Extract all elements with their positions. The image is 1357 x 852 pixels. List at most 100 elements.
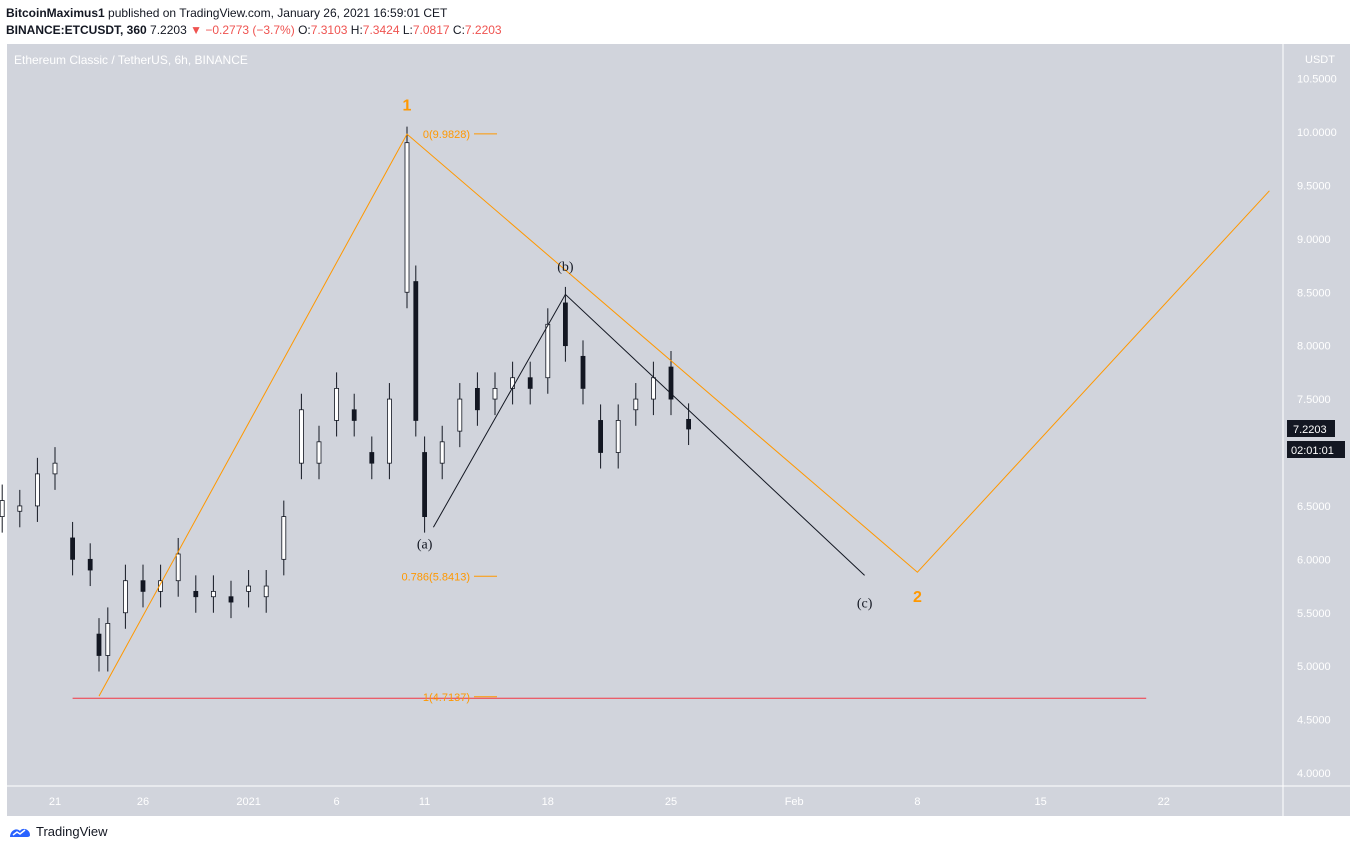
y-tick-label: 6.5000 <box>1297 501 1331 513</box>
open-value: 7.3103 <box>310 23 348 37</box>
candle-body <box>17 505 23 512</box>
x-tick-label: 26 <box>137 796 149 808</box>
candle-body <box>35 473 40 507</box>
high-label: H: <box>350 23 363 37</box>
y-tick-label: 6.0000 <box>1297 554 1331 566</box>
price-change: −0.2773 (−3.7%) <box>205 23 295 37</box>
author-name[interactable]: BitcoinMaximus1 <box>6 6 105 20</box>
candle-body <box>298 409 304 464</box>
candle-body <box>563 302 568 347</box>
countdown-text: 02:01:01 <box>1291 445 1334 457</box>
candle-body <box>281 516 287 560</box>
wave-label: (b) <box>557 260 574 275</box>
x-tick-label: 21 <box>49 796 61 808</box>
tradingview-logo-icon <box>10 828 30 837</box>
y-tick-labels: 10.5000 10.0000 9.5000 9.0000 8.5000 8.0000 7.… <box>1297 74 1337 780</box>
fib-level-label: 0.786(5.8413) <box>402 571 471 583</box>
wave-label: 1 <box>403 98 412 115</box>
x-tick-label: 18 <box>542 796 554 808</box>
wave-lines <box>72 133 1270 699</box>
x-tick-label: Feb <box>785 796 804 808</box>
y-tick-label: 5.5000 <box>1297 608 1331 620</box>
publish-info: BitcoinMaximus1 published on TradingView… <box>6 6 447 20</box>
candle-body <box>263 585 269 598</box>
plot-area[interactable] <box>7 44 1283 786</box>
low-value: 7.0817 <box>412 23 450 37</box>
candle-body <box>580 355 586 389</box>
candle-body <box>686 418 691 430</box>
y-tick-label: 10.5000 <box>1297 74 1337 86</box>
y-tick-label: 10.0000 <box>1297 127 1337 139</box>
time-axis[interactable] <box>7 786 1283 816</box>
y-tick-label: 9.0000 <box>1297 234 1331 246</box>
last-price-tag: 7.2203 <box>1287 420 1335 437</box>
annotations: 1 2 (a) (b) (c) 0(9.9828) 0.786(5.8413) 1(4.713… <box>402 98 922 704</box>
candle-body <box>316 441 322 464</box>
candle-body <box>633 398 639 411</box>
symbol-label: BINANCE:ETCUSDT, 360 <box>6 23 147 37</box>
price-axis-unit: USDT <box>1305 54 1335 66</box>
y-tick-label: 7.5000 <box>1297 394 1331 406</box>
candle-body <box>651 377 656 400</box>
candle-body <box>439 441 445 464</box>
price-value: 7.2203 <box>150 23 187 37</box>
y-tick-label: 9.5000 <box>1297 180 1331 192</box>
low-label: L: <box>402 23 413 37</box>
axis-corner <box>1283 786 1350 816</box>
candle-body <box>210 590 216 598</box>
x-tick-label: 11 <box>419 796 430 808</box>
candle-body <box>70 537 75 560</box>
candle-body <box>527 377 533 389</box>
orange-wave-path <box>98 133 1270 697</box>
y-tick-label: 5.0000 <box>1297 661 1331 673</box>
tradingview-footer[interactable]: TradingView <box>8 824 108 839</box>
candles <box>0 126 691 672</box>
countdown-tag: 02:01:01 <box>1287 441 1345 458</box>
candle-body <box>457 398 463 432</box>
x-tick-label: 8 <box>914 796 920 808</box>
candle-body <box>413 281 419 421</box>
candle-body <box>123 580 128 614</box>
x-tick-label: 6 <box>334 796 340 808</box>
wave-label: (a) <box>417 538 433 553</box>
down-arrow-icon: ▼ <box>190 23 202 37</box>
close-value: 7.2203 <box>464 23 502 37</box>
price-axis[interactable] <box>1283 44 1350 786</box>
candle-body <box>334 387 340 421</box>
candle-body <box>351 409 357 421</box>
candle-body <box>615 420 621 453</box>
wave-label: 2 <box>913 589 922 606</box>
symbol-info: BINANCE:ETCUSDT, 360 7.2203 ▼ −0.2773 (−… <box>6 23 502 37</box>
chart-title: Ethereum Classic / TetherUS, 6h, BINANCE <box>14 53 248 67</box>
candle-body <box>87 558 93 571</box>
last-price-text: 7.2203 <box>1293 424 1327 436</box>
candle-body <box>52 462 58 475</box>
candle-body <box>386 398 392 464</box>
y-tick-label: 4.0000 <box>1297 768 1331 780</box>
candle-body <box>369 452 375 464</box>
y-tick-label: 8.5000 <box>1297 287 1331 299</box>
candle-body <box>0 500 5 518</box>
x-tick-label: 25 <box>665 796 677 808</box>
high-value: 7.3424 <box>362 23 400 37</box>
candle-body <box>140 580 146 592</box>
open-label: O: <box>298 23 311 37</box>
wave-label: (c) <box>857 596 873 611</box>
candle-body <box>193 590 199 598</box>
candle-body <box>598 420 603 453</box>
candle-body <box>668 366 674 400</box>
candle-body <box>474 387 480 411</box>
x-tick-label: 15 <box>1034 796 1046 808</box>
dark-wave-path <box>432 293 865 576</box>
y-tick-label: 4.5000 <box>1297 715 1331 727</box>
candle-body <box>175 553 181 582</box>
tradingview-brand: TradingView <box>36 824 108 839</box>
close-label: C: <box>452 23 465 37</box>
candle-body <box>545 323 551 379</box>
candle-body <box>422 452 428 517</box>
fib-level-label: 0(9.9828) <box>423 129 470 141</box>
x-tick-labels: 21 26 2021 6 11 18 25 Feb 8 15 22 <box>49 796 1170 808</box>
candle-body <box>96 633 102 656</box>
candle-body <box>105 623 111 656</box>
